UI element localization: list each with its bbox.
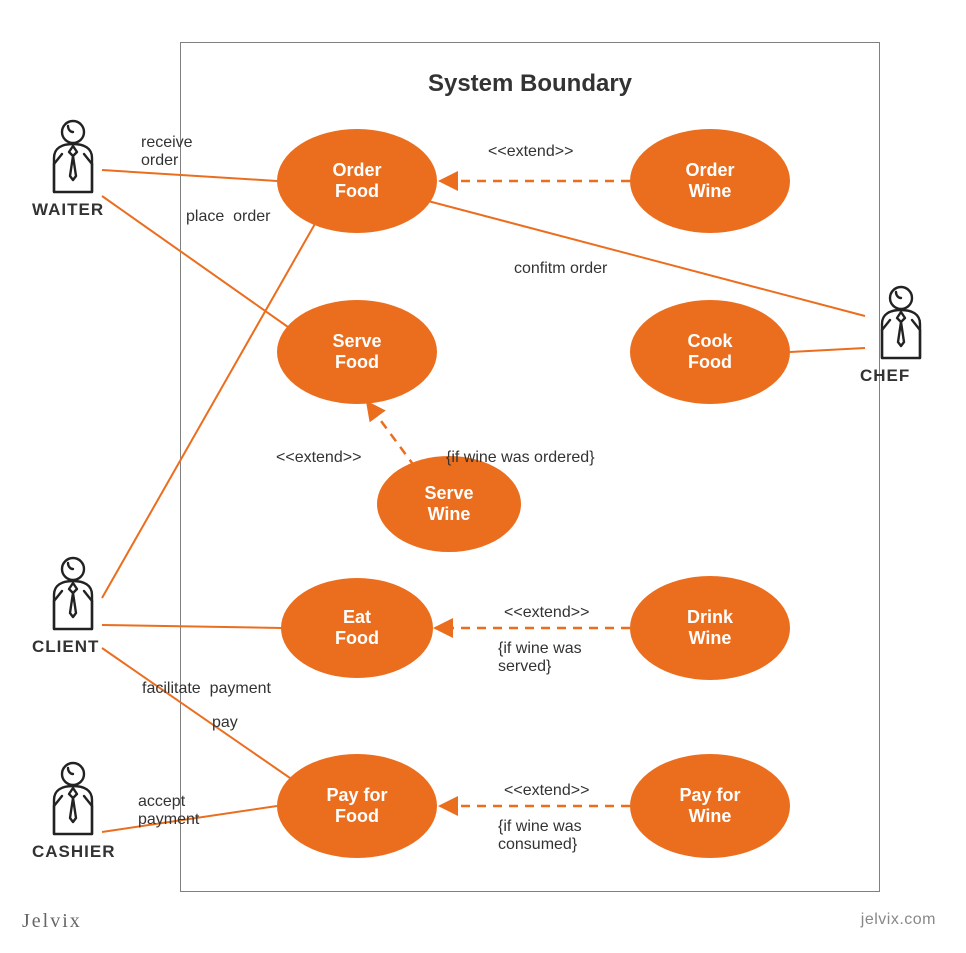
edge-label: confitm order (514, 260, 607, 278)
footer-brand: Jelvix (22, 910, 82, 933)
usecase-drink_wine: DrinkWine (630, 576, 790, 680)
actor-client-icon (42, 555, 104, 638)
actor-waiter-icon (42, 118, 104, 201)
actor-chef-label: CHEF (860, 366, 910, 386)
usecase-pay_food: Pay forFood (277, 754, 437, 858)
usecase-serve_food: ServeFood (277, 300, 437, 404)
edge-label: {if wine was served} (498, 640, 582, 676)
usecase-order_food: OrderFood (277, 129, 437, 233)
usecase-order_wine: OrderWine (630, 129, 790, 233)
edge-label: accept payment (138, 793, 199, 829)
edge-label: pay (212, 714, 238, 732)
usecase-cook_food: CookFood (630, 300, 790, 404)
usecase-pay_wine: Pay forWine (630, 754, 790, 858)
edge-label: <<extend>> (504, 782, 589, 800)
footer-url: jelvix.com (861, 911, 936, 929)
edge-label: <<extend>> (488, 143, 573, 161)
edge-label: {if wine was ordered} (446, 449, 595, 467)
actor-cashier-icon (42, 760, 104, 843)
edge-label: place order (186, 208, 271, 226)
actor-client-label: CLIENT (32, 637, 99, 657)
usecase-eat_food: EatFood (281, 578, 433, 678)
edge-label: receive order (141, 134, 193, 170)
diagram-title: System Boundary (180, 70, 880, 98)
edge-label: {if wine was consumed} (498, 818, 582, 854)
edge-label: <<extend>> (504, 604, 589, 622)
edge-label: facilitate payment (142, 680, 271, 698)
actor-chef-icon (870, 284, 932, 367)
actor-cashier-label: CASHIER (32, 842, 116, 862)
edge-label: <<extend>> (276, 449, 361, 467)
usecase-serve_wine: ServeWine (377, 456, 521, 552)
actor-waiter-label: WAITER (32, 200, 104, 220)
